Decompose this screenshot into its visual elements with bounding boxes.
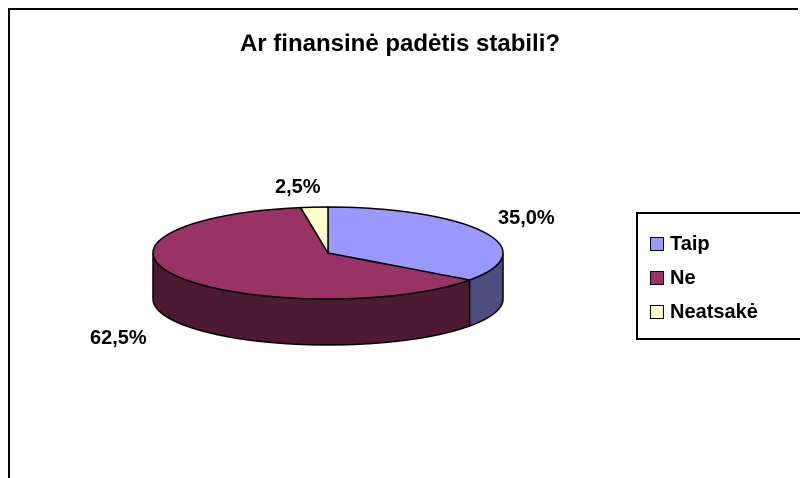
legend-label-neatsake: Neatsakė (670, 300, 758, 323)
data-label-taip: 35,0% (498, 207, 555, 229)
data-label-ne: 62,5% (90, 327, 147, 349)
legend-swatch-ne (650, 271, 664, 285)
legend-label-ne: Ne (670, 266, 696, 289)
pie-slice-neatsakė (299, 206, 329, 256)
legend-item-ne: Ne (650, 266, 696, 290)
legend-item-taip: Taip (650, 232, 710, 256)
legend-item-neatsake: Neatsakė (650, 300, 758, 324)
data-label-neatsakė: 2,5% (275, 176, 321, 198)
chart-title: Ar finansinė padėtis stabili? (239, 30, 561, 57)
legend: Taip Ne Neatsakė (636, 212, 800, 340)
pie-top (152, 206, 504, 300)
legend-swatch-neatsake (650, 305, 664, 319)
legend-label-taip: Taip (670, 232, 710, 255)
pie-slice-taip (327, 206, 504, 281)
pie-labels: 35,0% 62,5% 2,5% (90, 176, 555, 349)
pie-slice-ne (152, 206, 473, 300)
legend-swatch-taip (650, 237, 664, 251)
